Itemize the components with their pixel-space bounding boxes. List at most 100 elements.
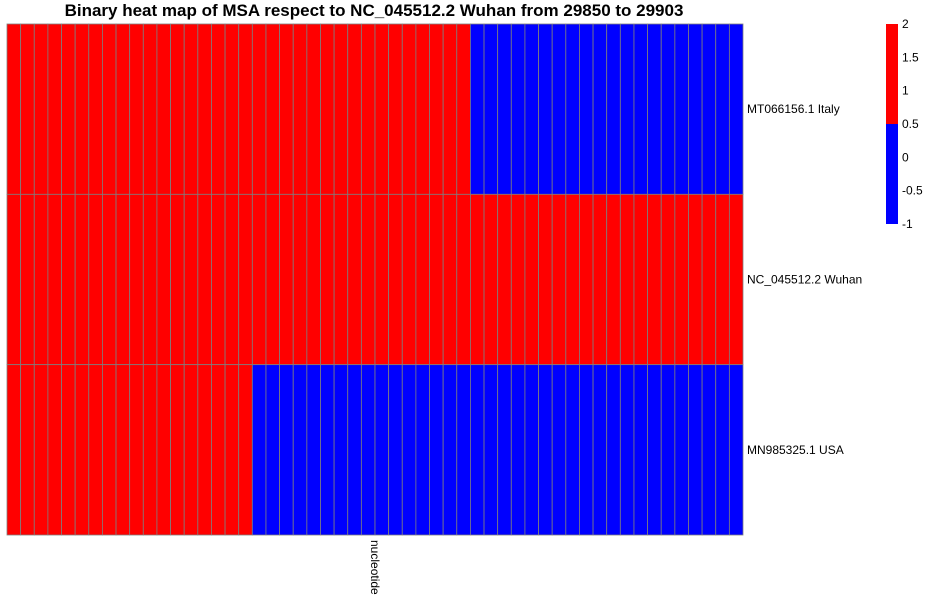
heatmap-cell (320, 193, 335, 366)
heatmap-cell (156, 23, 171, 195)
heatmap-cell (142, 23, 158, 195)
heatmap-cell (674, 193, 689, 366)
heatmap-cell (211, 23, 226, 195)
heatmap-cell (347, 364, 362, 536)
heatmap-cell (647, 364, 662, 536)
row-label: MT066156.1 Italy (747, 102, 840, 116)
heatmap-cell (606, 364, 621, 536)
heatmap-cell (88, 193, 103, 366)
heatmap-cell (265, 364, 280, 536)
heatmap-cell (129, 193, 144, 366)
heatmap-cell (360, 193, 376, 366)
heatmap-cell (47, 364, 62, 536)
heatmap-cell (74, 364, 90, 536)
heatmap-cell (442, 23, 458, 195)
heatmap-cell (728, 193, 744, 366)
heatmap-cell (388, 193, 403, 366)
heatmap-cell (61, 23, 76, 195)
heatmap-cell (20, 193, 35, 366)
heatmap-cell (333, 193, 349, 366)
legend-tick-label: 1.5 (902, 50, 919, 64)
heatmap-cell (306, 193, 321, 366)
heatmap-cell (347, 23, 362, 195)
heatmap-cell (728, 23, 744, 195)
heatmap-cell (279, 364, 294, 536)
heatmap-cell (619, 193, 635, 366)
heatmap-cell (647, 193, 662, 366)
heatmap-cell (633, 364, 648, 536)
heatmap-cell (551, 364, 567, 536)
legend-tick-label: 0 (902, 150, 909, 164)
heatmap-cell (292, 23, 308, 195)
heatmap-cell (619, 364, 635, 536)
heatmap-cell (401, 23, 417, 195)
heatmap-cell (429, 193, 444, 366)
heatmap-cell (606, 193, 621, 366)
heatmap-cell (374, 364, 390, 536)
legend-tick-label: 0.5 (902, 117, 919, 131)
heatmap-cell (483, 364, 499, 536)
heatmap-cell (551, 23, 567, 195)
heatmap-cell (224, 23, 240, 195)
heatmap-cell (524, 23, 539, 195)
legend-tick-label: 1 (902, 84, 909, 98)
heatmap-cell (6, 364, 22, 536)
heatmap-cell (374, 23, 390, 195)
heatmap-cell (115, 193, 131, 366)
heatmap-cell (115, 23, 131, 195)
heatmap-cell (388, 23, 403, 195)
heatmap-cell (238, 193, 253, 366)
heatmap-cell (579, 23, 594, 195)
heatmap-cell (197, 364, 212, 536)
heatmap-cell (211, 364, 226, 536)
heatmap-cell (510, 193, 526, 366)
heatmap-cell (102, 23, 117, 195)
heatmap-cell (183, 23, 199, 195)
heatmap-cell (456, 23, 471, 195)
heatmap-cell (633, 193, 648, 366)
heatmap-cell (510, 23, 526, 195)
heatmap-cell (61, 193, 76, 366)
heatmap-cell (251, 364, 267, 536)
heatmap-cell (197, 23, 212, 195)
heatmap-cell (456, 364, 471, 536)
heatmap-cell (170, 364, 185, 536)
heatmap-cell (360, 23, 376, 195)
heatmap-cell (224, 364, 240, 536)
heatmap-cell (538, 193, 553, 366)
legend-high-swatch (886, 24, 898, 124)
heatmap-cell (388, 364, 403, 536)
heatmap-cell (6, 23, 22, 195)
heatmap-cell (728, 364, 744, 536)
color-legend: 2 1.5 1 0.5 0 -0.5 -1 (886, 17, 923, 231)
heatmap-cell (401, 193, 417, 366)
heatmap-cell (701, 364, 717, 536)
heatmap-cell (279, 193, 294, 366)
heatmap-cell (320, 23, 335, 195)
heatmap-cell (429, 23, 444, 195)
legend-low-swatch (886, 124, 898, 224)
chart-title: Binary heat map of MSA respect to NC_045… (65, 1, 684, 20)
heatmap-cell (592, 23, 608, 195)
heatmap-cell (483, 193, 499, 366)
heatmap-cell (470, 193, 485, 366)
heatmap-cells (6, 23, 744, 536)
heatmap-cell (674, 23, 689, 195)
heatmap-cell (660, 364, 676, 536)
heatmap-cell (592, 193, 608, 366)
heatmap-cell (660, 193, 676, 366)
heatmap-cell (538, 23, 553, 195)
heatmap-cell (715, 193, 730, 366)
heatmap-cell (715, 23, 730, 195)
heatmap-cell (333, 23, 349, 195)
heatmap-cell (74, 193, 90, 366)
heatmap-cell (102, 364, 117, 536)
heatmap-cell (497, 364, 512, 536)
heatmap-cell (265, 193, 280, 366)
heatmap-cell (292, 193, 308, 366)
heatmap-cell (88, 364, 103, 536)
heatmap-cell (701, 193, 717, 366)
heatmap-cell (156, 364, 171, 536)
heatmap-cell (115, 364, 131, 536)
